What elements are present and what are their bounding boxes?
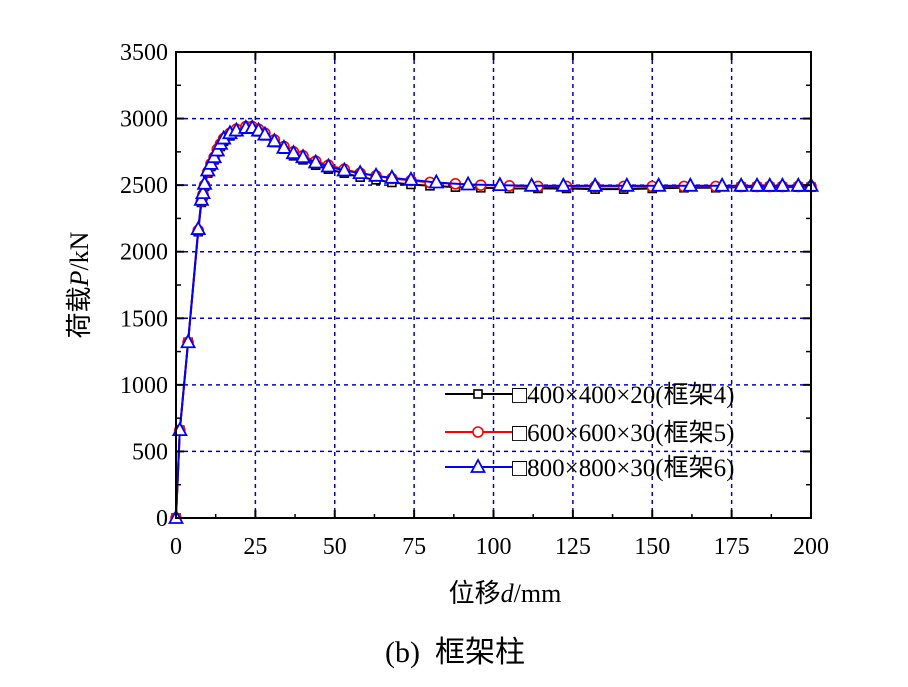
legend-label: □400×400×20(框架4): [512, 381, 734, 409]
data-point: [336, 161, 353, 177]
data-point: [275, 138, 292, 154]
data-point: [682, 176, 699, 192]
data-point: [383, 168, 400, 184]
data-point: [190, 220, 207, 235]
data-point: [307, 153, 324, 169]
legend-label: □800×800×30(框架6): [512, 454, 734, 482]
data-point: [194, 184, 211, 200]
data-point: [761, 176, 778, 192]
data-point: [402, 170, 419, 186]
y-tick-label: 0: [156, 506, 168, 532]
legend-item: □800×800×30(框架6): [445, 454, 734, 482]
data-point: [196, 174, 213, 190]
data-point: [266, 132, 283, 148]
data-point: [749, 176, 766, 192]
series-layer: [167, 119, 820, 524]
data-point: [428, 173, 445, 189]
y-tick-label: 500: [132, 439, 168, 465]
data-point: [294, 148, 312, 164]
grid: [176, 52, 811, 518]
data-point: [320, 157, 337, 173]
legend-label: □600×600×30(框架5): [512, 419, 734, 447]
y-tick-label: 1000: [120, 373, 168, 399]
data-point: [650, 176, 667, 192]
data-point: [618, 176, 635, 192]
series-triangle: [167, 119, 820, 524]
data-point: [491, 176, 508, 192]
x-tick-label: 75: [402, 534, 426, 560]
x-tick-label: 150: [634, 534, 670, 560]
data-point: [733, 176, 750, 192]
x-tick-label: 125: [555, 534, 591, 560]
y-tick-label: 2000: [120, 240, 168, 266]
x-tick-label: 200: [793, 534, 829, 560]
data-point: [523, 176, 540, 192]
y-tick-label: 2500: [120, 173, 168, 199]
legend: □400×400×20(框架4) □600×600×30(框架5) □800×800…: [445, 381, 734, 482]
legend-marker: [473, 389, 483, 399]
x-tick-label: 50: [323, 534, 347, 560]
y-tick-label: 3000: [120, 107, 168, 133]
data-point: [587, 176, 604, 192]
data-point: [714, 176, 731, 192]
y-tick-label: 3500: [120, 40, 168, 66]
data-point: [256, 125, 273, 141]
data-point: [774, 176, 791, 192]
x-tick-label: 175: [714, 534, 750, 560]
legend-item: □600×600×30(框架5): [445, 419, 734, 447]
ticks: 0 25 50 75 100 125 150 175 200050010001500200025…: [120, 40, 829, 560]
y-tick-label: 1500: [120, 306, 168, 332]
x-axis-label: 位移d/mm: [449, 579, 562, 608]
y-axis-label: 荷载P/kN: [65, 231, 94, 338]
x-tick-label: 0: [170, 534, 182, 560]
data-point: [180, 333, 197, 349]
data-point: [285, 144, 302, 160]
legend-item: □400×400×20(框架4): [445, 381, 734, 409]
data-point: [790, 176, 807, 192]
data-point: [352, 164, 369, 180]
data-point: [555, 176, 572, 192]
legend-marker: [472, 426, 484, 438]
legend-marker: [469, 458, 487, 473]
data-point: [460, 175, 477, 191]
x-tick-label: 100: [476, 534, 512, 560]
x-tick-label: 25: [243, 534, 267, 560]
caption: (b) 框架柱: [385, 636, 525, 669]
data-point: [368, 166, 385, 182]
